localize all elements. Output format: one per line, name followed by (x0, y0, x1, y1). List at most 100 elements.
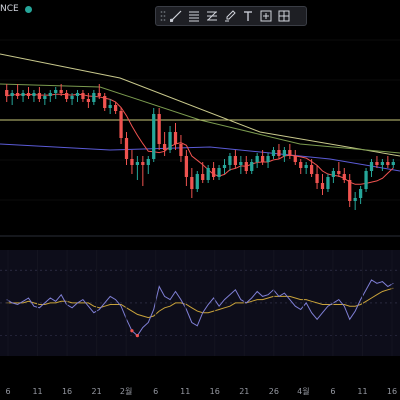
candle-body (391, 162, 395, 165)
candle (157, 108, 161, 150)
fib-retracement-icon[interactable] (204, 8, 220, 24)
candle-body (59, 90, 63, 93)
candle-body (108, 105, 112, 108)
candle (342, 168, 346, 183)
candle (391, 159, 395, 168)
candle (211, 162, 216, 180)
candle-body (70, 96, 74, 99)
candle-body (331, 171, 336, 177)
candle (309, 159, 314, 177)
candle-body (299, 162, 303, 168)
candle (70, 93, 74, 105)
candle (222, 159, 227, 174)
candle (331, 168, 336, 183)
candle (271, 147, 276, 159)
time-axis-label: 6 (330, 387, 335, 396)
candle-body (239, 162, 243, 165)
candle (260, 150, 265, 165)
candle (277, 144, 281, 159)
trend-line-icon[interactable] (168, 8, 184, 24)
candle-body (32, 93, 36, 96)
candle-body (271, 150, 276, 156)
ticker-legend: NCE (0, 4, 32, 14)
candle-body (113, 105, 118, 111)
ticker-label: NCE (0, 4, 19, 14)
time-axis-label: 21 (239, 387, 249, 396)
horizontal-lines-icon[interactable] (186, 8, 202, 24)
candle (97, 84, 101, 99)
candle (15, 84, 20, 99)
candle-body (309, 165, 314, 174)
candle-body (326, 177, 330, 189)
candle-body (124, 138, 129, 159)
brush-icon[interactable] (222, 8, 238, 24)
candle (206, 165, 210, 183)
candle (5, 84, 9, 102)
text-icon[interactable] (240, 8, 256, 24)
candle (48, 90, 52, 102)
candle (239, 156, 243, 174)
fullscreen-icon[interactable] (276, 8, 292, 24)
candle-body (48, 93, 52, 96)
candle-body (348, 180, 352, 201)
time-axis[interactable]: 6 11 16 21 2월 6 11 16 21 26 4월 6 11 16 (5, 250, 397, 396)
rsi-oversold-marker (135, 334, 139, 338)
time-axis-label: 11 (32, 387, 42, 396)
candle (337, 162, 341, 177)
candle-body (342, 174, 346, 180)
rsi-line (6, 279, 394, 337)
candle-body (146, 159, 150, 165)
candle (282, 147, 287, 162)
candle (179, 135, 183, 162)
candle-body (304, 165, 308, 168)
candle (173, 123, 178, 150)
candle (255, 153, 259, 168)
drag-handle-icon[interactable] (160, 8, 166, 24)
candle (190, 168, 194, 198)
candle-body (26, 93, 31, 96)
time-axis-label: 6 (153, 387, 158, 396)
candle (75, 90, 80, 102)
candle-body (228, 156, 232, 165)
candle-body (233, 156, 238, 165)
ma-fast-line (6, 93, 394, 185)
candle (250, 159, 254, 174)
candle-body (86, 99, 91, 102)
candle (288, 144, 292, 159)
candle-body (201, 174, 205, 180)
candle (304, 162, 308, 174)
candle (103, 93, 107, 111)
candle-body (130, 159, 134, 165)
candle (43, 93, 47, 105)
candle (369, 159, 374, 177)
candle (119, 108, 123, 144)
candle-body (43, 96, 47, 99)
candle (364, 168, 368, 192)
candle-body (277, 150, 281, 156)
market-status-dot (24, 5, 32, 13)
candle-body (184, 156, 189, 177)
measure-icon[interactable] (258, 8, 274, 24)
candle-body (222, 165, 227, 168)
candle-body (179, 144, 183, 156)
candle (81, 90, 85, 102)
candle-body (15, 93, 20, 96)
candle (244, 156, 248, 174)
candle-body (288, 150, 292, 156)
candle-body (37, 93, 42, 99)
candle (233, 150, 238, 168)
candle (217, 165, 221, 180)
time-axis-label: 6 (5, 387, 10, 396)
candle-body (293, 156, 297, 162)
candle (320, 174, 325, 195)
candle-body (190, 177, 194, 189)
candle (59, 84, 63, 96)
candle-body (10, 93, 14, 96)
candle (21, 90, 25, 102)
drawing-toolbar (155, 6, 307, 26)
candle (358, 186, 363, 204)
candle-body (157, 114, 161, 144)
candle-body (282, 150, 287, 156)
candle-body (21, 93, 25, 96)
